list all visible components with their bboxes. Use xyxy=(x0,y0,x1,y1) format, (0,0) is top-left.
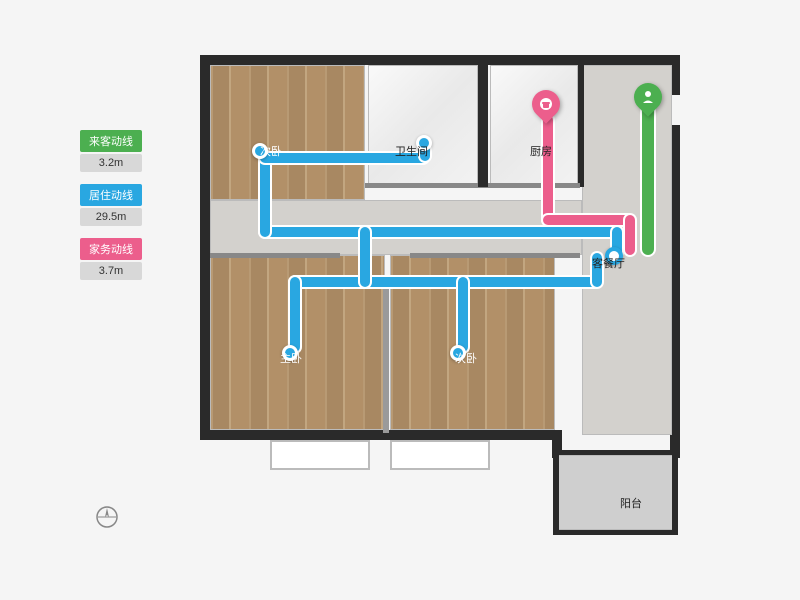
room-kitchen xyxy=(490,65,578,185)
legend-living-title: 居住动线 xyxy=(80,184,142,206)
window-bay xyxy=(270,440,370,470)
wall xyxy=(553,530,678,535)
pot-icon xyxy=(538,96,554,112)
label-bedroom-s: 次卧 xyxy=(455,350,477,366)
legend-living-value: 29.5m xyxy=(80,208,142,226)
path-living xyxy=(458,277,468,352)
path-living xyxy=(290,277,600,287)
legend: 来客动线 3.2m 居住动线 29.5m 家务动线 3.7m xyxy=(80,130,142,292)
wall xyxy=(200,55,210,435)
wall xyxy=(672,455,678,535)
legend-chore: 家务动线 3.7m xyxy=(80,238,142,280)
person-icon xyxy=(640,89,656,105)
path-living xyxy=(260,153,270,237)
label-bedroom-nw: 次卧 xyxy=(260,143,282,159)
path-chore xyxy=(543,215,633,225)
path-living xyxy=(360,227,370,287)
legend-chore-value: 3.7m xyxy=(80,262,142,280)
window-bay xyxy=(390,440,490,470)
label-kitchen: 厨房 xyxy=(530,143,552,159)
path-chore xyxy=(543,115,553,225)
label-master: 主卧 xyxy=(280,350,302,366)
wall xyxy=(478,65,488,187)
wall xyxy=(200,430,560,440)
legend-chore-title: 家务动线 xyxy=(80,238,142,260)
wall xyxy=(200,55,680,65)
wall xyxy=(553,455,559,535)
path-chore xyxy=(625,215,635,255)
room-bathroom xyxy=(368,65,478,185)
label-living: 客餐厅 xyxy=(592,255,625,271)
wall xyxy=(410,253,580,258)
legend-guest-value: 3.2m xyxy=(80,154,142,172)
compass-icon xyxy=(95,505,119,529)
label-balcony: 阳台 xyxy=(620,495,642,511)
legend-living: 居住动线 29.5m xyxy=(80,184,142,226)
path-living xyxy=(290,277,300,352)
label-bathroom: 卫生间 xyxy=(395,143,428,159)
wall xyxy=(210,253,340,258)
path-living xyxy=(260,227,620,237)
room-bedroom-nw xyxy=(210,65,365,200)
legend-guest: 来客动线 3.2m xyxy=(80,130,142,172)
path-guest xyxy=(642,105,654,255)
floorplan: 次卧 卫生间 厨房 客餐厅 主卧 次卧 阳台 xyxy=(200,55,705,535)
legend-guest-title: 来客动线 xyxy=(80,130,142,152)
wall xyxy=(383,283,389,433)
wall xyxy=(578,65,584,187)
room-balcony xyxy=(558,455,673,530)
